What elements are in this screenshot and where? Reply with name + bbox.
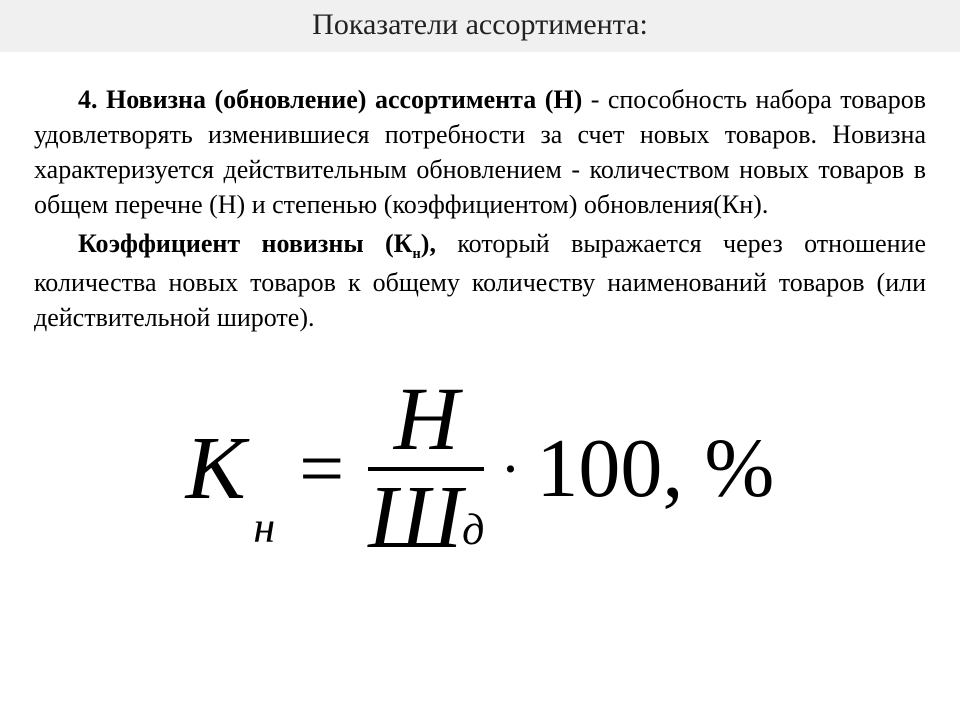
formula-fraction: Н Ш д — [368, 375, 484, 563]
slide: Показатели ассортимента: 4. Новизна (обн… — [0, 0, 960, 720]
formula: К н = Н Ш д · 100, % — [34, 375, 926, 563]
fraction-denominator: Ш д — [368, 471, 484, 563]
paragraph-1: 4. Новизна (обновление) ассортимента (Н)… — [34, 82, 926, 222]
fraction-numerator: Н — [370, 375, 483, 467]
formula-K-sub: н — [253, 498, 275, 557]
para1-lead: 4. Новизна (обновление) ассортимента (Н) — [78, 85, 582, 114]
formula-tail: 100, % — [536, 412, 774, 525]
para2-lead: Коэффициент новизны (Кн), — [78, 229, 436, 258]
body-text: 4. Новизна (обновление) ассортимента (Н)… — [0, 52, 960, 563]
formula-dot: · — [500, 429, 520, 510]
page-title: Показатели ассортимента: — [0, 0, 960, 52]
formula-equals: = — [299, 415, 344, 523]
formula-K: К — [186, 424, 246, 514]
paragraph-2: Коэффициент новизны (Кн), который выража… — [34, 226, 926, 335]
